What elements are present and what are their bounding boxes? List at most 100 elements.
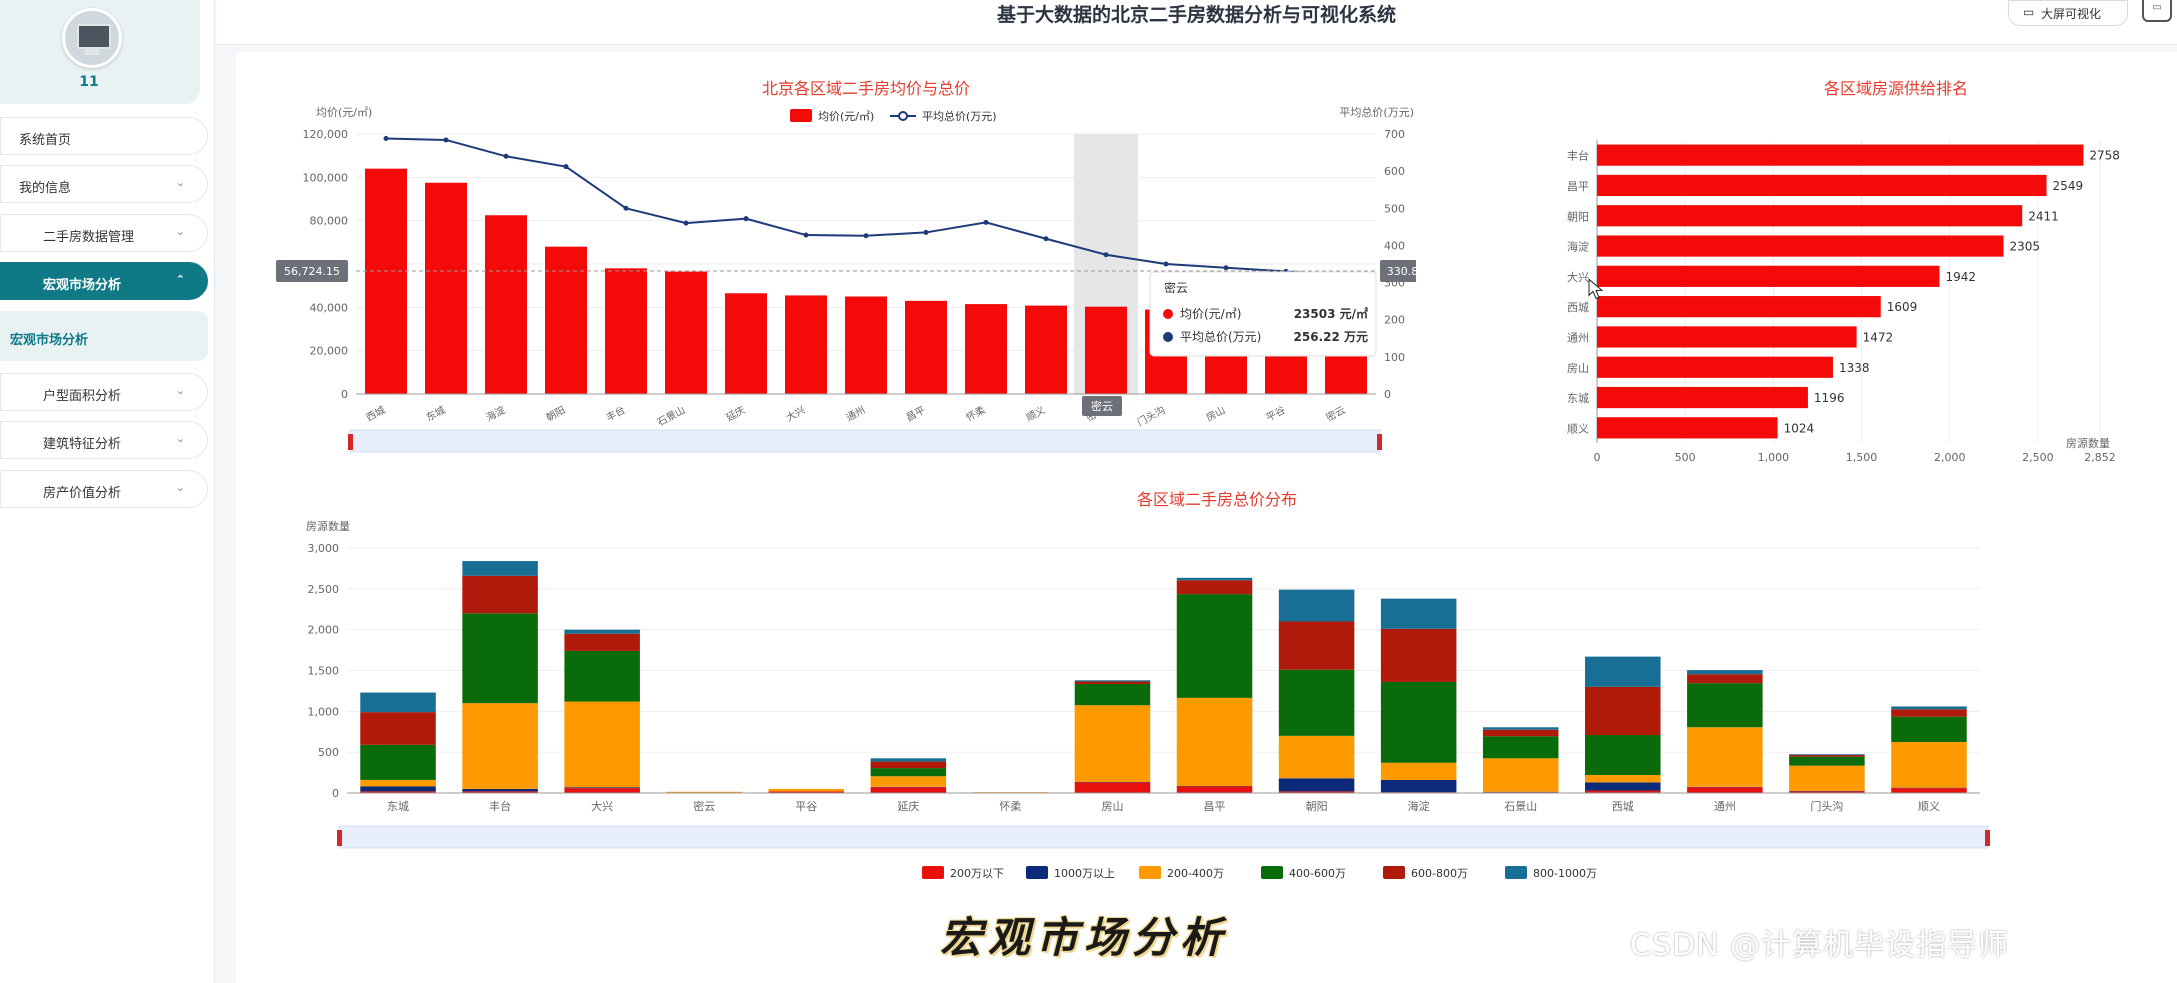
sidebar-item-label: 房产价值分析 <box>43 486 122 501</box>
sidebar-item-home[interactable]: 系统首页 <box>0 117 208 155</box>
y2-axis-label: 平均总价(万元) <box>1339 105 1414 119</box>
legend-label: 400-600万 <box>1289 867 1346 880</box>
x-tick-label: 海淀 <box>1408 799 1430 813</box>
y-tick-label: 100,000 <box>303 171 349 184</box>
data-label: 1609 <box>1887 300 1918 314</box>
supply-ranking-chart[interactable]: 各区域房源供给排名 0 500 1,000 1,500 2,000 2,500 2,852房源… <box>1436 52 2136 472</box>
sidebar-item-label: 建筑特征分析 <box>43 437 122 452</box>
legend-swatch <box>1383 866 1405 879</box>
x-tick-label: 昌平 <box>1204 800 1226 813</box>
bar <box>485 215 527 394</box>
sidebar-item-label: 系统首页 <box>19 133 72 148</box>
y2-tick-label: 600 <box>1384 165 1405 178</box>
x-tick-label: 1,500 <box>1846 451 1878 464</box>
bar-segment <box>1074 782 1151 793</box>
data-label: 1472 <box>1863 330 1894 344</box>
y-tick-label: 500 <box>318 746 339 759</box>
datazoom-handle-left <box>348 434 353 450</box>
bar-segment <box>1380 598 1457 629</box>
sidebar-item-house-data[interactable]: 二手房数据管理 ⌄ <box>0 214 208 252</box>
x-tick-label: 2,000 <box>1934 451 1966 464</box>
bar-segment <box>1891 709 1967 717</box>
avatar[interactable] <box>62 8 122 68</box>
bar-segment <box>1789 765 1865 791</box>
legend-label: 均价(元/㎡) <box>818 110 874 123</box>
pointer-label-bg-left <box>276 260 348 282</box>
page-title: 基于大数据的北京二手房数据分析与可视化系统 <box>996 4 1396 26</box>
sidebar-item-value[interactable]: 房产价值分析 ⌄ <box>0 470 208 508</box>
line-point <box>923 229 929 235</box>
bar-segment <box>1585 735 1661 776</box>
sidebar-item-my-info[interactable]: 我的信息 ⌄ <box>0 165 208 203</box>
bar-segment <box>1482 729 1559 737</box>
main-content: 北京各区域二手房均价与总价 均价(元/㎡) 平均总价(万元) 均价(元/㎡) 平均总价(… <box>236 52 2177 983</box>
data-label: 1024 <box>1784 421 1815 435</box>
data-label: 2549 <box>2053 179 2084 193</box>
bar-segment <box>462 561 538 576</box>
bar-segment <box>462 788 538 792</box>
chevron-down-icon: ⌄ <box>175 432 185 445</box>
bar-segment <box>1687 674 1763 684</box>
chart-title: 北京各区域二手房均价与总价 <box>762 79 970 98</box>
bar-segment <box>1891 716 1967 742</box>
bar <box>725 293 767 394</box>
bar-segment <box>564 629 640 634</box>
bar <box>1597 326 1857 348</box>
sidebar-subitem-macro-market[interactable]: 宏观市场分析 <box>0 311 208 361</box>
data-label: 2411 <box>2028 209 2059 223</box>
bar-segment <box>1074 680 1151 682</box>
total-price-distribution-chart[interactable]: 各区域二手房总价分布房源数量3,0002,5002,0001,5001,0005… <box>236 52 2176 892</box>
bar <box>1597 265 1940 287</box>
bar-segment <box>870 768 947 777</box>
y-tick-label: 顺义 <box>1567 422 1589 435</box>
x-tick-label: 房山 <box>1101 800 1123 813</box>
bar <box>1597 356 1833 378</box>
sidebar-item-layout-area[interactable]: 户型面积分析 ⌄ <box>0 373 208 411</box>
bar-segment <box>870 761 947 769</box>
x-tick-label: 石景山 <box>1504 800 1537 813</box>
bigscreen-button[interactable]: ▭ 大屏可视化 <box>2008 0 2128 26</box>
bar-segment <box>1687 670 1763 675</box>
line-point <box>383 135 389 141</box>
bar <box>1597 144 2084 166</box>
sidebar-item-building[interactable]: 建筑特征分析 ⌄ <box>0 421 208 459</box>
x-tick-label: 延庆 <box>897 799 919 813</box>
username: 11 <box>79 74 99 90</box>
line-point <box>683 220 689 226</box>
line-point <box>1163 261 1169 267</box>
bar-segment <box>1074 683 1151 706</box>
sidebar-item-label: 二手房数据管理 <box>43 230 135 245</box>
y-axis-label: 均价(元/㎡) <box>316 106 372 119</box>
line-point <box>443 137 449 143</box>
x-tick-label: 0 <box>1594 451 1601 464</box>
sidebar-item-macro-market[interactable]: 宏观市场分析 ⌃ <box>0 262 208 300</box>
y-tick-label: 0 <box>332 787 339 800</box>
x-axis-label: 房源数量 <box>2066 436 2110 450</box>
legend-label: 200万以下 <box>950 867 1004 880</box>
sidebar-subitem-label: 宏观市场分析 <box>10 333 89 348</box>
y-tick-label: 2,500 <box>308 583 340 596</box>
bar <box>1597 296 1881 318</box>
legend-swatch-marker <box>898 111 908 121</box>
bar <box>1597 417 1778 439</box>
bar-segment <box>462 613 538 704</box>
bar-segment <box>1687 787 1763 793</box>
bar-segment <box>564 701 640 788</box>
data-label: 1196 <box>1814 391 1845 405</box>
bar-segment <box>1176 577 1253 581</box>
data-label: 1338 <box>1839 361 1870 375</box>
bar-segment <box>360 692 436 713</box>
y-tick-label: 120,000 <box>303 128 349 141</box>
line-point <box>1223 265 1229 271</box>
datazoom-handle-right <box>1377 434 1382 450</box>
line-point <box>563 164 569 170</box>
y-tick-label: 0 <box>341 388 348 401</box>
user-menu-icon[interactable]: ▭ <box>2142 0 2172 22</box>
chevron-down-icon: ⌄ <box>175 384 185 397</box>
sidebar-item-label: 户型面积分析 <box>43 389 122 404</box>
bar <box>1597 386 1808 409</box>
chevron-up-icon: ⌃ <box>175 273 185 286</box>
bar-segment <box>1891 706 1967 710</box>
data-label: 2305 <box>2010 240 2041 254</box>
